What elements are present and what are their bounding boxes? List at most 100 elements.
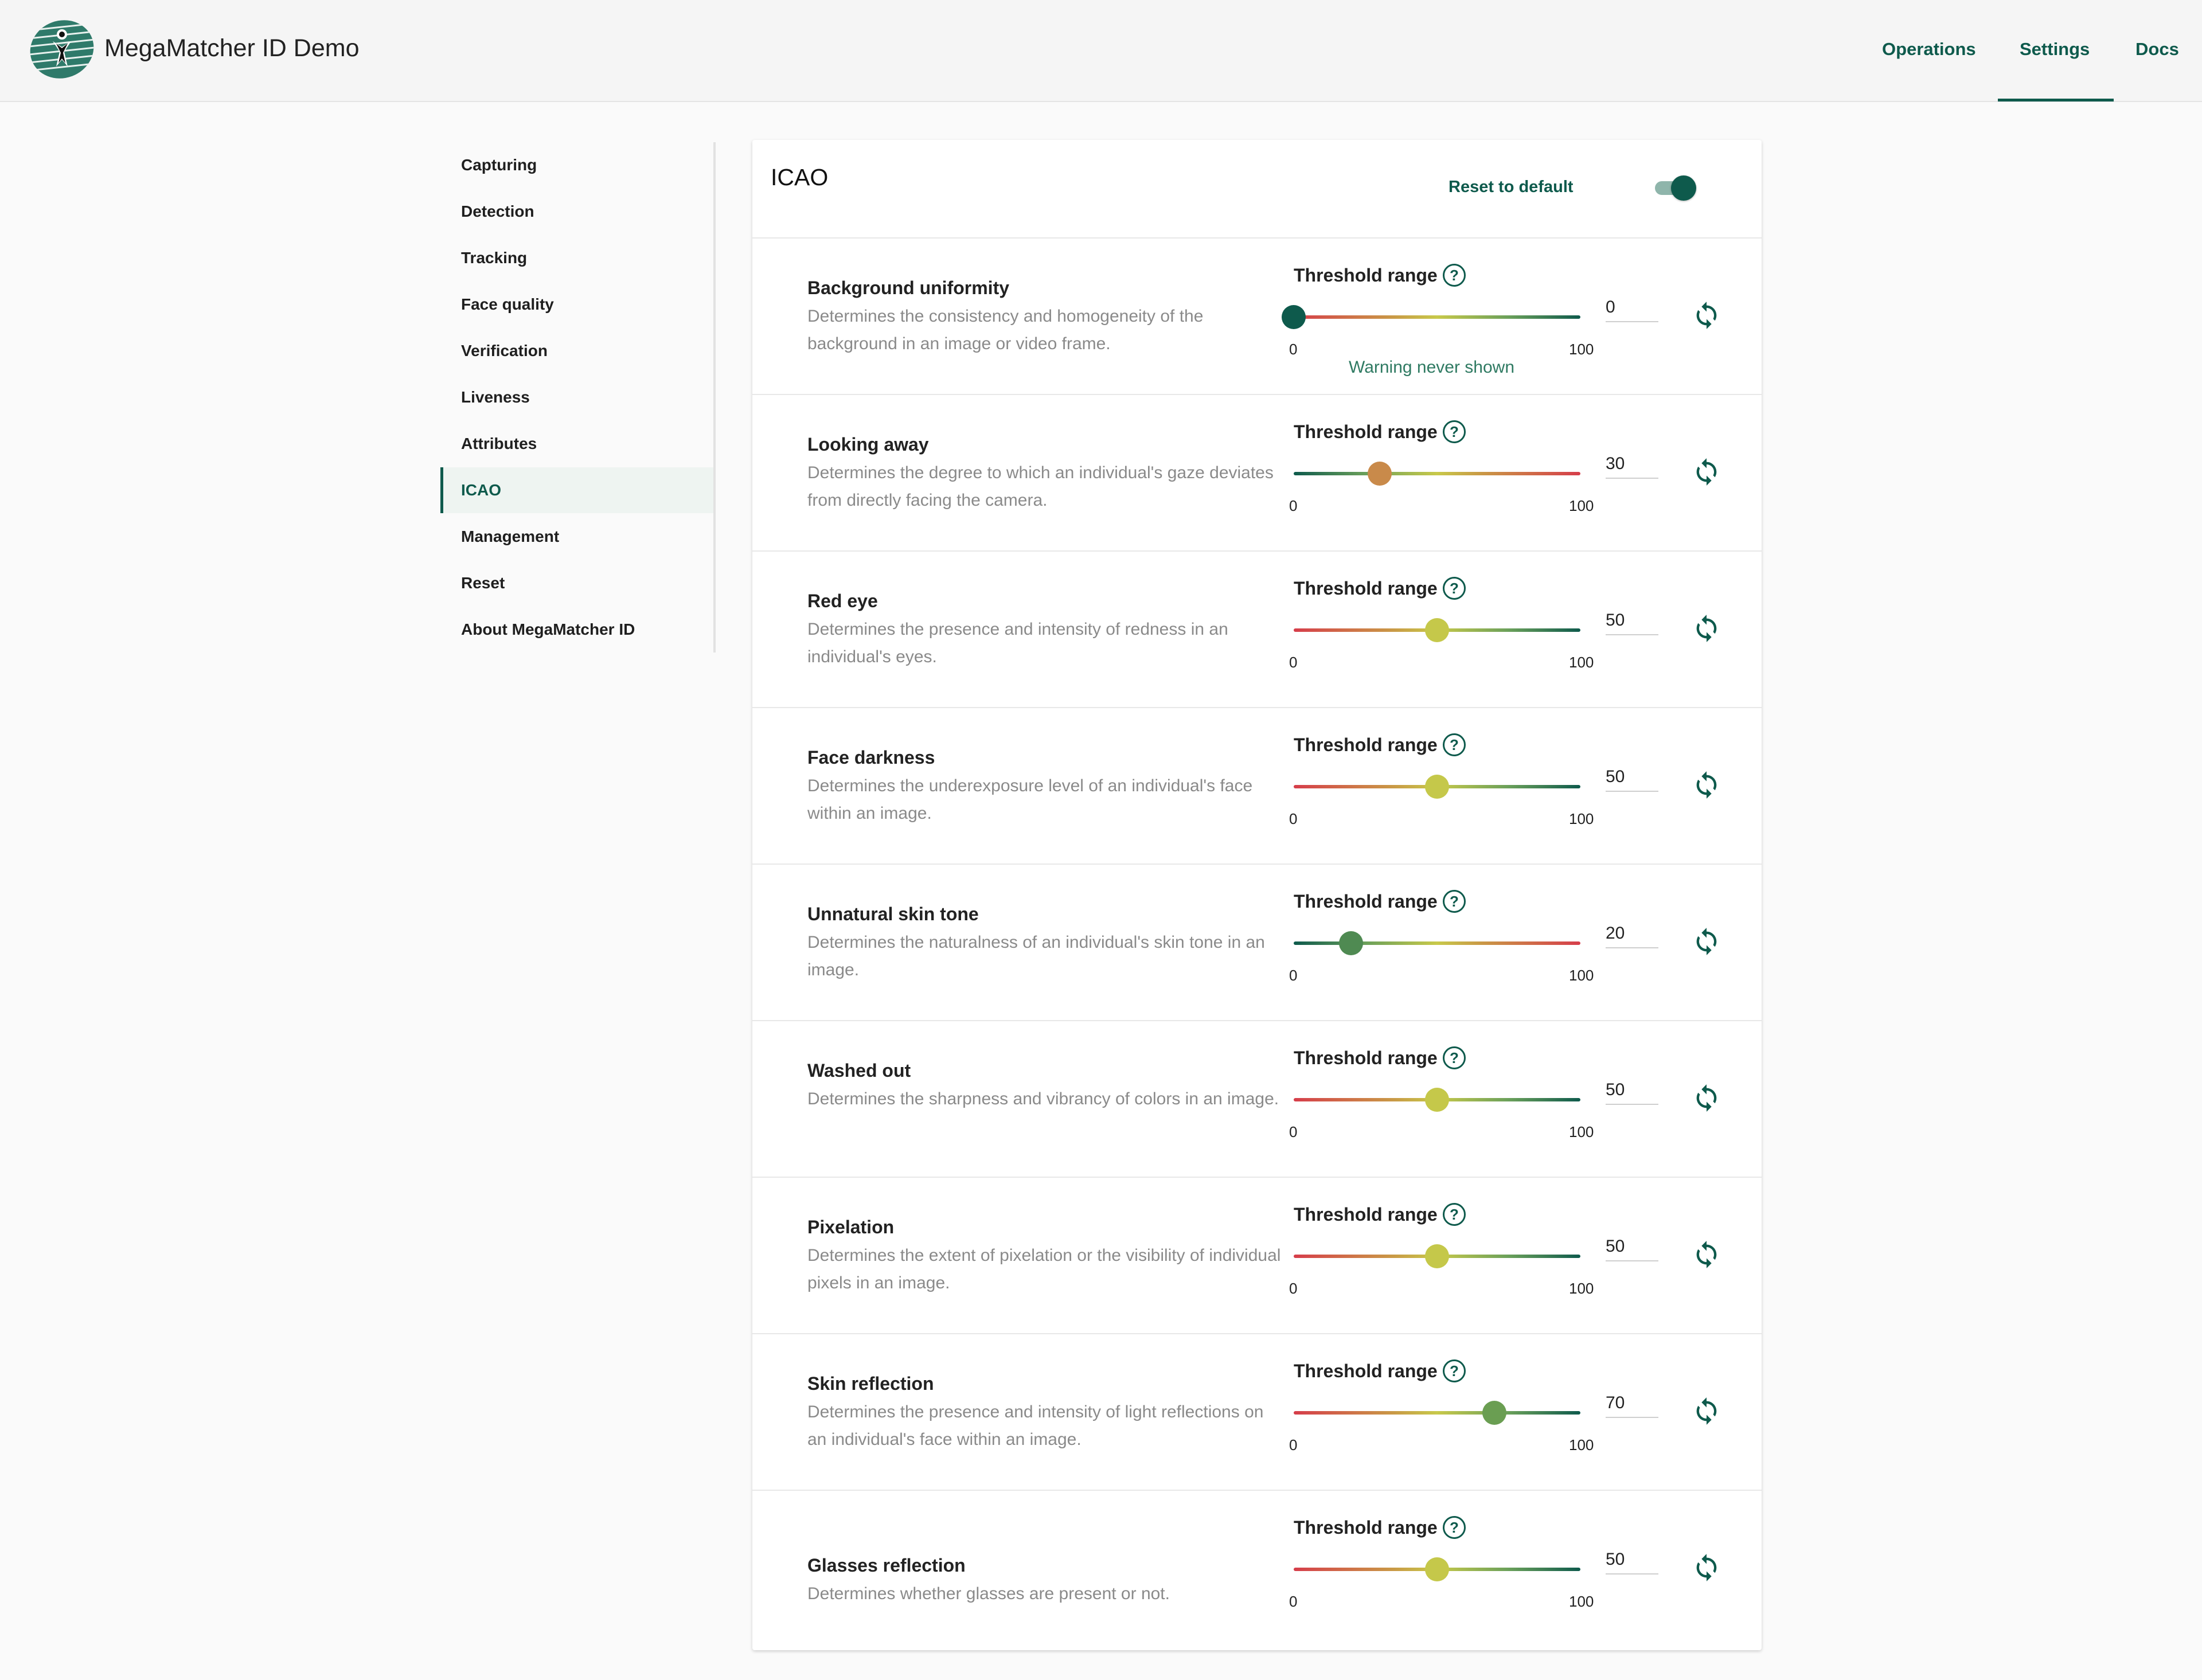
sidebar-item-reset[interactable]: Reset xyxy=(461,574,505,592)
slider-min-label: 0 xyxy=(1289,341,1298,358)
nav-settings[interactable]: Settings xyxy=(2020,39,2090,59)
settings-sidebar: Capturing Detection Tracking Face qualit… xyxy=(440,142,716,653)
threshold-range-label: Threshold range xyxy=(1294,265,1438,286)
sidebar-item-liveness[interactable]: Liveness xyxy=(461,388,530,406)
slider-max-label: 100 xyxy=(1569,1593,1594,1610)
help-icon[interactable]: ? xyxy=(1443,890,1466,913)
threshold-slider-thumb[interactable] xyxy=(1339,931,1363,955)
threshold-value-input[interactable] xyxy=(1606,1076,1658,1105)
sidebar-item-verification[interactable]: Verification xyxy=(461,342,548,360)
icao-settings-card: ICAO Reset to default Background uniform… xyxy=(752,140,1762,1650)
threshold-row-face-darkness: Face darkness Determines the underexposu… xyxy=(752,708,1762,865)
threshold-description: Determines the degree to which an indivi… xyxy=(807,463,1274,510)
slider-max-label: 100 xyxy=(1569,1123,1594,1140)
help-icon[interactable]: ? xyxy=(1443,577,1466,600)
threshold-range-label: Threshold range xyxy=(1294,1204,1438,1225)
threshold-slider-thumb[interactable] xyxy=(1425,1557,1449,1581)
slider-max-label: 100 xyxy=(1569,810,1594,827)
reset-threshold-icon[interactable] xyxy=(1692,770,1721,800)
reset-threshold-icon[interactable] xyxy=(1692,1083,1721,1113)
threshold-value-input[interactable] xyxy=(1606,607,1658,635)
help-icon[interactable]: ? xyxy=(1443,1046,1466,1069)
slider-min-label: 0 xyxy=(1289,810,1298,827)
help-icon[interactable]: ? xyxy=(1443,1516,1466,1539)
nav-docs[interactable]: Docs xyxy=(2135,39,2179,59)
slider-min-label: 0 xyxy=(1289,654,1298,671)
threshold-row-glasses-reflection: Glasses reflection Determines whether gl… xyxy=(752,1491,1762,1647)
threshold-description: Determines the extent of pixelation or t… xyxy=(807,1246,1281,1292)
threshold-slider-thumb[interactable] xyxy=(1425,775,1449,799)
threshold-range-label: Threshold range xyxy=(1294,1048,1438,1068)
threshold-value-input[interactable] xyxy=(1606,920,1658,948)
slider-min-label: 0 xyxy=(1289,1593,1298,1610)
card-header: ICAO Reset to default xyxy=(752,140,1762,239)
threshold-description: Determines the sharpness and vibrancy of… xyxy=(807,1089,1279,1108)
slider-max-label: 100 xyxy=(1569,967,1594,984)
threshold-title: Pixelation xyxy=(807,1217,895,1237)
threshold-slider-thumb[interactable] xyxy=(1425,1244,1449,1268)
slider-min-label: 0 xyxy=(1289,1123,1298,1140)
sidebar-item-management[interactable]: Management xyxy=(461,528,560,545)
nav-operations[interactable]: Operations xyxy=(1882,39,1976,59)
threshold-title: Glasses reflection xyxy=(807,1555,966,1576)
threshold-value-input[interactable] xyxy=(1606,294,1658,322)
toggle-knob xyxy=(1671,175,1696,201)
threshold-value-input[interactable] xyxy=(1606,763,1658,792)
sidebar-item-face-quality[interactable]: Face quality xyxy=(461,295,554,313)
threshold-slider-track[interactable] xyxy=(1294,472,1580,475)
reset-threshold-icon[interactable] xyxy=(1692,1553,1721,1583)
threshold-slider-thumb[interactable] xyxy=(1482,1401,1506,1425)
reset-threshold-icon[interactable] xyxy=(1692,1240,1721,1269)
icao-enabled-toggle[interactable] xyxy=(1653,175,1696,201)
sidebar-item-attributes[interactable]: Attributes xyxy=(461,435,537,452)
reset-threshold-icon[interactable] xyxy=(1692,300,1721,330)
reset-to-default-button[interactable]: Reset to default xyxy=(1449,178,1574,196)
threshold-slider-track[interactable] xyxy=(1294,941,1580,945)
sidebar-item-icao[interactable]: ICAO xyxy=(440,467,713,513)
help-icon[interactable]: ? xyxy=(1443,733,1466,756)
help-icon[interactable]: ? xyxy=(1443,420,1466,443)
sidebar-item-detection[interactable]: Detection xyxy=(461,202,534,220)
slider-min-label: 0 xyxy=(1289,1280,1298,1297)
slider-max-label: 100 xyxy=(1569,654,1594,671)
threshold-row-unnatural-skin-tone: Unnatural skin tone Determines the natur… xyxy=(752,865,1762,1021)
threshold-title: Washed out xyxy=(807,1060,911,1081)
threshold-value-input[interactable] xyxy=(1606,450,1658,479)
reset-threshold-icon[interactable] xyxy=(1692,457,1721,487)
help-icon[interactable]: ? xyxy=(1443,1203,1466,1226)
threshold-range-label: Threshold range xyxy=(1294,578,1438,599)
threshold-slider-thumb[interactable] xyxy=(1425,618,1449,642)
sidebar-item-tracking[interactable]: Tracking xyxy=(461,249,528,267)
threshold-title: Face darkness xyxy=(807,747,935,768)
threshold-range-label: Threshold range xyxy=(1294,734,1438,755)
threshold-description: Determines the consistency and homogenei… xyxy=(807,307,1204,353)
threshold-slider-track[interactable] xyxy=(1294,315,1580,319)
threshold-value-input[interactable] xyxy=(1606,1233,1658,1261)
sidebar-item-about[interactable]: About MegaMatcher ID xyxy=(461,620,635,638)
app-logo-icon[interactable] xyxy=(30,18,94,80)
threshold-row-red-eye: Red eye Determines the presence and inte… xyxy=(752,552,1762,708)
slider-max-label: 100 xyxy=(1569,1436,1594,1454)
threshold-range-label: Threshold range xyxy=(1294,891,1438,912)
slider-max-label: 100 xyxy=(1569,497,1594,514)
threshold-row-skin-reflection: Skin reflection Determines the presence … xyxy=(752,1334,1762,1491)
help-icon[interactable]: ? xyxy=(1443,264,1466,287)
threshold-slider-thumb[interactable] xyxy=(1282,305,1306,329)
sidebar-item-capturing[interactable]: Capturing xyxy=(461,156,537,174)
threshold-title: Skin reflection xyxy=(807,1373,934,1394)
threshold-description: Determines the naturalness of an individ… xyxy=(807,933,1265,979)
threshold-slider-thumb[interactable] xyxy=(1425,1088,1449,1112)
reset-threshold-icon[interactable] xyxy=(1692,1396,1721,1426)
help-icon[interactable]: ? xyxy=(1443,1359,1466,1382)
threshold-value-input[interactable] xyxy=(1606,1389,1658,1418)
threshold-row-looking-away: Looking away Determines the degree to wh… xyxy=(752,395,1762,552)
reset-threshold-icon[interactable] xyxy=(1692,614,1721,643)
nav-active-indicator xyxy=(1998,99,2114,101)
threshold-slider-track[interactable] xyxy=(1294,1411,1580,1415)
threshold-slider-thumb[interactable] xyxy=(1368,462,1392,486)
reset-threshold-icon[interactable] xyxy=(1692,927,1721,956)
threshold-title: Background uniformity xyxy=(807,278,1010,298)
threshold-description: Determines the presence and intensity of… xyxy=(807,1402,1264,1449)
threshold-value-input[interactable] xyxy=(1606,1546,1658,1574)
app-title: MegaMatcher ID Demo xyxy=(104,34,360,62)
